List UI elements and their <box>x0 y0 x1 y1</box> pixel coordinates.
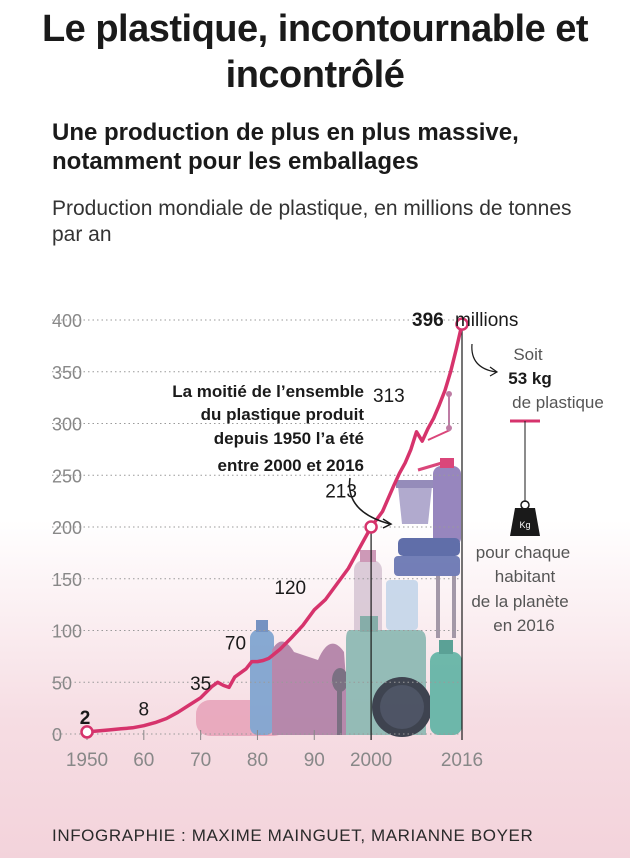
jug-illustration <box>386 580 418 630</box>
data-label: 8 <box>139 700 150 721</box>
half-production-note: La moitié de l’ensemble du plastique pro… <box>172 382 364 475</box>
food-container-illustration <box>398 538 460 556</box>
green-bottle-illustration <box>430 652 462 735</box>
y-tick-label: 50 <box>52 673 72 693</box>
straw-illustration <box>417 458 453 472</box>
per-capita-arrow <box>471 343 497 373</box>
per-capita-tail-line-4: en 2016 <box>493 616 554 635</box>
per-capita-line-1: Soit <box>513 345 543 364</box>
data-point-marker <box>80 725 94 739</box>
data-label: 35 <box>190 674 211 695</box>
purple-bottle-illustration <box>433 466 461 546</box>
y-tick-label: 100 <box>52 622 82 642</box>
x-tick-label: 80 <box>247 750 268 771</box>
per-capita-note: Soit 53 kg de plastique <box>508 345 604 412</box>
data-label: 313 <box>373 386 405 407</box>
chart-subtitle: Une production de plus en plus massive, … <box>52 119 519 175</box>
x-tick-label: 2000 <box>350 750 392 771</box>
knife-illustration <box>452 576 456 638</box>
y-tick-label: 250 <box>52 466 82 486</box>
per-capita-tail-line-3: de la planète <box>471 592 568 611</box>
spoon-illustration <box>332 668 348 692</box>
line-chart: 0 50 100 150 200 250 300 350 400 1950 60 70 80 90 200… <box>52 310 604 771</box>
data-point-marker <box>364 520 378 534</box>
per-capita-line-2: 53 kg <box>508 369 551 388</box>
half-note-line-1: La moitié de l’ensemble <box>172 382 364 401</box>
per-capita-line-3: de plastique <box>512 393 604 412</box>
data-label: 70 <box>225 634 246 655</box>
data-label: 2 <box>80 708 91 729</box>
y-tick-label: 0 <box>52 725 62 745</box>
production-line <box>86 323 464 734</box>
x-tick-label: 70 <box>190 750 211 771</box>
data-point-marker <box>455 317 469 331</box>
chart-description: Production mondiale de plastique, en mil… <box>52 197 572 246</box>
final-value-label: 396 millions <box>412 310 518 331</box>
y-tick-label: 400 <box>52 311 82 331</box>
per-capita-tail-line-2: habitant <box>495 567 556 586</box>
credit-line: INFOGRAPHIE : MAXIME MAINGUET, MARIANNE … <box>52 826 534 845</box>
x-tick-label: 90 <box>304 750 325 771</box>
x-tick-label: 2016 <box>441 750 483 771</box>
y-tick-label: 350 <box>52 363 82 383</box>
half-note-arrow <box>348 477 391 525</box>
cup-illustration <box>398 486 432 524</box>
half-note-line-4: entre 2000 et 2016 <box>218 456 365 475</box>
per-capita-tail-line-1: pour chaque <box>476 543 571 562</box>
plastic-bag-illustration <box>272 641 350 735</box>
blue-bottle-illustration <box>250 630 274 735</box>
half-note-line-2: du plastique produit <box>201 405 365 424</box>
data-label: 120 <box>274 578 306 599</box>
half-note-line-3: depuis 1950 l’a été <box>214 429 364 448</box>
x-tick-label: 60 <box>133 750 154 771</box>
y-tick-label: 200 <box>52 518 82 538</box>
weight-label: Kg <box>519 520 530 530</box>
fork-illustration <box>436 576 440 638</box>
chart-title: Le plastique, incontournable et incontrô… <box>41 8 589 96</box>
y-tick-label: 150 <box>52 570 82 590</box>
y-tick-label: 300 <box>52 415 82 435</box>
x-tick-label: 1950 <box>66 750 108 771</box>
per-capita-tail-note: pour chaque habitant de la planète en 20… <box>471 543 570 635</box>
weight-icon <box>510 508 540 536</box>
